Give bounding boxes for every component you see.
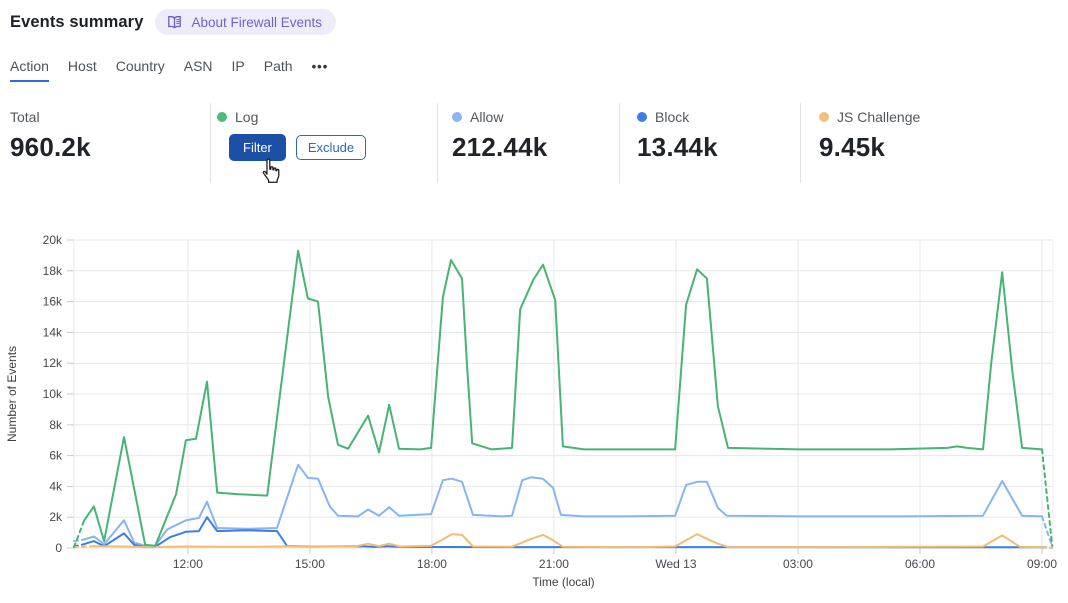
stat-log-label: Log (235, 109, 258, 125)
exclude-button[interactable]: Exclude (296, 135, 366, 160)
stat-allow-value: 212.44k (452, 132, 547, 163)
series-line-log (74, 520, 84, 547)
y-tick-label: 8k (49, 418, 63, 432)
stat-block: Block 13.44k (637, 109, 718, 163)
x-tick-label: 18:00 (417, 557, 447, 571)
x-tick-label: 09:00 (1027, 557, 1057, 571)
y-tick-label: 10k (43, 387, 63, 401)
stat-block-value: 13.44k (637, 132, 718, 163)
stat-total: Total 960.2k (10, 109, 91, 163)
stat-total-value: 960.2k (10, 132, 91, 163)
page-header: Events summary About Firewall Events (10, 9, 336, 35)
y-tick-label: 4k (49, 479, 63, 493)
series-line-js-challenge (94, 534, 1042, 547)
stats-divider (437, 103, 438, 183)
stats-row: Total 960.2k Log Filter Exclude Allow 21… (0, 101, 1068, 189)
chart-area: 0 2k 4k 6k 8k 10k 12k 14k 16k 18k 20k 12:00 15:00 18:… (0, 225, 1068, 603)
block-series-dot (637, 112, 647, 122)
x-tick-label: 03:00 (783, 557, 813, 571)
page-title: Events summary (10, 13, 143, 32)
stat-js-challenge: JS Challenge 9.45k (819, 109, 920, 163)
tab-path[interactable]: Path (264, 58, 293, 82)
tab-asn[interactable]: ASN (184, 58, 213, 82)
series-line-allow (84, 465, 1042, 546)
stats-divider (619, 103, 620, 183)
y-tick-label: 6k (49, 449, 63, 463)
y-axis-title: Number of Events (5, 346, 19, 442)
stat-allow-label: Allow (470, 109, 503, 125)
stat-log: Log Filter Exclude (217, 109, 366, 161)
y-tick-label: 0 (55, 541, 62, 555)
stat-js-challenge-label: JS Challenge (837, 109, 920, 125)
about-badge-label: About Firewall Events (191, 15, 322, 30)
x-tick-label: Wed 13 (655, 557, 696, 571)
stat-total-label: Total (10, 109, 40, 125)
x-tick-label: 12:00 (173, 557, 203, 571)
tab-ip[interactable]: IP (232, 58, 245, 82)
stat-allow: Allow 212.44k (452, 109, 547, 163)
x-axis-title: Time (local) (532, 575, 594, 589)
tab-action[interactable]: Action (10, 58, 49, 82)
y-tick-label: 12k (43, 356, 63, 370)
filter-button[interactable]: Filter (229, 134, 286, 161)
y-tick-label: 18k (43, 264, 63, 278)
y-tick-label: 2k (49, 510, 63, 524)
about-firewall-events-badge[interactable]: About Firewall Events (155, 9, 336, 35)
tab-country[interactable]: Country (116, 58, 165, 82)
more-tabs-icon[interactable]: ••• (312, 59, 329, 82)
series-line-js-challenge (74, 546, 94, 547)
x-tick-label: 21:00 (539, 557, 569, 571)
book-icon (166, 14, 183, 30)
events-chart-svg: 0 2k 4k 6k 8k 10k 12k 14k 16k 18k 20k 12:00 15:00 18:… (0, 225, 1068, 598)
stats-divider (800, 103, 801, 183)
series-line-block (84, 517, 1042, 547)
x-tick-label: 06:00 (905, 557, 935, 571)
stat-js-challenge-value: 9.45k (819, 132, 920, 163)
group-by-tabs: Action Host Country ASN IP Path ••• (10, 58, 328, 82)
stat-block-label: Block (655, 109, 689, 125)
y-tick-label: 14k (43, 325, 63, 339)
tab-host[interactable]: Host (68, 58, 97, 82)
series-line-allow (74, 540, 84, 542)
stats-divider (210, 103, 211, 183)
y-tick-label: 20k (43, 233, 63, 247)
allow-series-dot (452, 112, 462, 122)
y-tick-label: 16k (43, 295, 63, 309)
series-line-log (84, 251, 1042, 546)
x-tick-label: 15:00 (295, 557, 325, 571)
log-series-dot (217, 112, 227, 122)
js-challenge-series-dot (819, 112, 829, 122)
